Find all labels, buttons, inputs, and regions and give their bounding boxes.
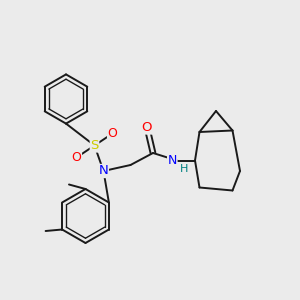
Text: O: O: [142, 121, 152, 134]
Text: O: O: [72, 151, 81, 164]
Text: O: O: [108, 127, 117, 140]
Text: S: S: [90, 139, 99, 152]
Text: N: N: [99, 164, 108, 178]
Text: H: H: [179, 164, 188, 174]
Text: N: N: [168, 154, 177, 167]
